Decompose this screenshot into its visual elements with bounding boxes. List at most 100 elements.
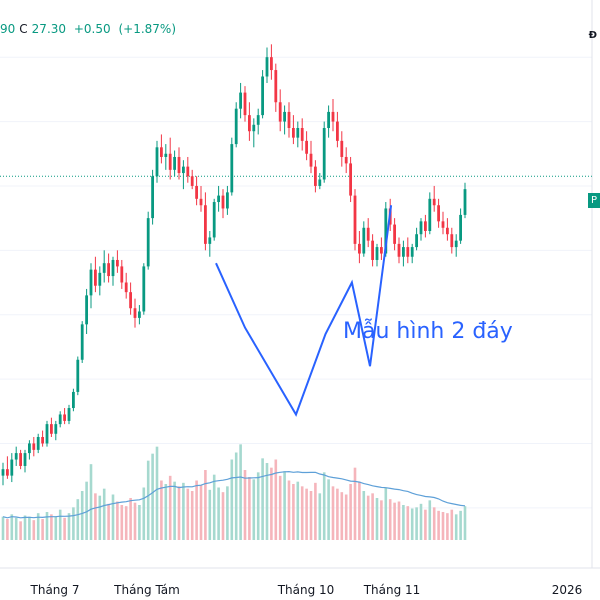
volume-bar bbox=[98, 495, 102, 540]
candle-body bbox=[32, 443, 36, 450]
candle-body bbox=[41, 437, 44, 444]
volume-bar bbox=[265, 463, 269, 540]
volume-bar bbox=[248, 477, 251, 540]
volume-bar bbox=[41, 519, 44, 540]
volume-bar bbox=[459, 510, 462, 540]
candle-body bbox=[243, 92, 247, 116]
x-tick-label: Tháng 7 bbox=[30, 583, 80, 597]
candle-body bbox=[58, 414, 62, 425]
volume-bar bbox=[358, 481, 361, 540]
candle-body bbox=[380, 247, 383, 254]
volume-bar bbox=[160, 480, 163, 540]
candle-body bbox=[85, 295, 88, 325]
volume-bar bbox=[415, 507, 418, 540]
candle-body bbox=[441, 221, 445, 228]
candle-body bbox=[72, 391, 75, 409]
last-price-tag: P bbox=[587, 193, 600, 208]
volume-bar bbox=[446, 513, 449, 540]
volume-bar bbox=[344, 494, 348, 540]
candle-body bbox=[138, 311, 141, 318]
volume-bar bbox=[146, 460, 150, 540]
volume-bar bbox=[76, 499, 80, 540]
candle-body bbox=[283, 111, 286, 122]
volume-bar bbox=[28, 516, 31, 540]
candle-body bbox=[28, 443, 31, 454]
volume-bar bbox=[252, 479, 256, 540]
volume-bar bbox=[366, 495, 370, 540]
volume-bar bbox=[428, 500, 432, 540]
candle-body bbox=[6, 469, 9, 476]
candle-body bbox=[362, 227, 366, 254]
volume-bar bbox=[63, 517, 66, 540]
volume-bar bbox=[322, 472, 326, 540]
volume-bar bbox=[243, 470, 247, 540]
change-percent: (+1.87%) bbox=[118, 22, 177, 36]
candle-body bbox=[173, 156, 176, 170]
volume-bar bbox=[19, 521, 22, 540]
candle-body bbox=[76, 359, 80, 392]
candle-body bbox=[23, 453, 27, 466]
candle-body bbox=[142, 266, 146, 312]
candle-body bbox=[160, 147, 163, 157]
double-bottom-pattern-line bbox=[215, 205, 393, 417]
close-value: 27.30 bbox=[31, 22, 67, 36]
volume-bar bbox=[410, 508, 414, 540]
volume-bar bbox=[305, 488, 308, 540]
candle-body bbox=[406, 247, 410, 257]
x-tick-label: Tháng Tám bbox=[113, 583, 180, 597]
candle-body bbox=[353, 195, 357, 244]
volume-bar bbox=[133, 502, 137, 540]
candle-body bbox=[190, 176, 194, 186]
x-tick-label: Tháng 11 bbox=[363, 583, 421, 597]
candle-body bbox=[129, 292, 132, 309]
volume-bar bbox=[14, 517, 18, 540]
candle-body bbox=[182, 166, 185, 174]
candle-body bbox=[432, 198, 436, 206]
candle-body bbox=[309, 153, 313, 167]
volume-bar bbox=[287, 480, 291, 540]
volume-bar bbox=[129, 498, 132, 540]
volume-bar bbox=[331, 486, 335, 540]
candle-body bbox=[314, 166, 317, 186]
candle-body bbox=[454, 240, 458, 248]
candle-body bbox=[459, 214, 462, 241]
volume-bar bbox=[221, 492, 225, 540]
candle-body bbox=[248, 115, 251, 132]
candle-body bbox=[270, 57, 273, 71]
volume-bar bbox=[36, 513, 40, 540]
volume-bar bbox=[58, 509, 62, 540]
volume-bar bbox=[107, 503, 110, 540]
candle-body bbox=[446, 227, 449, 235]
candle-body bbox=[305, 140, 308, 154]
candle-body bbox=[296, 128, 300, 138]
volume-bar bbox=[278, 475, 282, 540]
close-key: C bbox=[19, 22, 28, 36]
candle-body bbox=[428, 198, 432, 231]
candle-body bbox=[186, 166, 190, 177]
volume-bar bbox=[164, 484, 168, 540]
ohlc-readout: 90 C 27.30 +0.50 (+1.87%) bbox=[0, 22, 180, 36]
candle-body bbox=[234, 108, 238, 145]
candle-body bbox=[230, 144, 234, 193]
candle-body bbox=[14, 453, 18, 460]
volume-bar bbox=[151, 453, 154, 540]
candle-body bbox=[133, 308, 137, 318]
candle-body bbox=[415, 234, 418, 248]
candle-body bbox=[424, 221, 427, 231]
right-axis-tag-top: Đ bbox=[588, 30, 597, 41]
candle-body bbox=[393, 224, 396, 244]
candle-body bbox=[102, 263, 106, 273]
volume-bar bbox=[318, 493, 322, 540]
volume-bar bbox=[67, 513, 71, 540]
volume-bar bbox=[314, 482, 317, 540]
candle-body bbox=[177, 156, 181, 174]
candle-body bbox=[397, 243, 401, 257]
volume-bar bbox=[424, 509, 427, 540]
volume-bar bbox=[208, 489, 212, 540]
candle-body bbox=[226, 192, 229, 209]
volume-bar bbox=[309, 491, 313, 540]
volume-bar bbox=[199, 485, 203, 540]
volume-bar bbox=[437, 510, 440, 540]
volume-bar bbox=[327, 479, 330, 540]
